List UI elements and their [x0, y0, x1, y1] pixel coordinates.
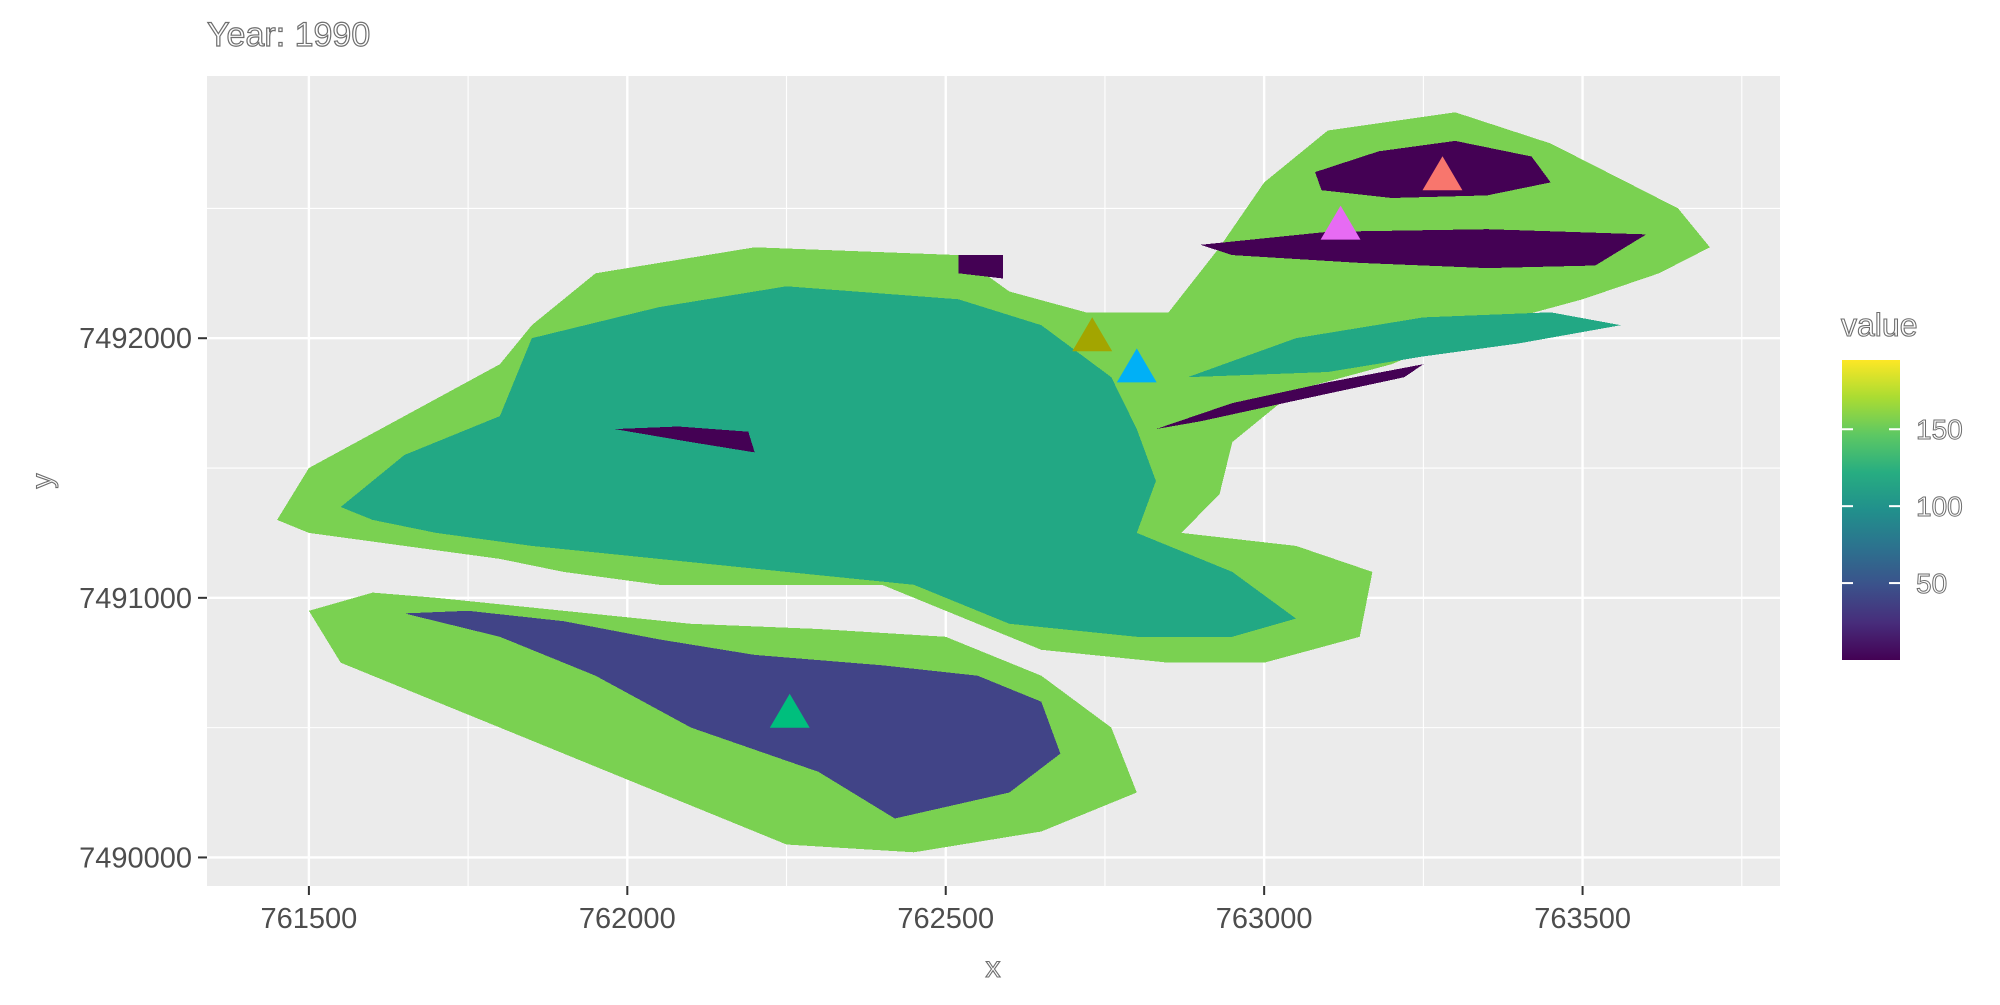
point-marker-4	[769, 693, 810, 728]
x-tick-label: 762500	[897, 903, 994, 935]
y-tick-label: 7492000	[79, 323, 192, 355]
chart-title: Year: 1990	[207, 16, 370, 54]
raster-region-9	[958, 255, 1004, 279]
raster-region-2	[340, 286, 1296, 637]
raster-regions	[277, 112, 1710, 853]
point-markers	[769, 156, 1463, 728]
y-tick-label: 7490000	[79, 842, 192, 874]
x-tick-label: 762000	[579, 903, 676, 935]
x-tick-label: 761500	[261, 903, 358, 935]
y-axis: 7490000 7491000 7492000	[79, 323, 207, 874]
x-tick-label: 763000	[1216, 903, 1313, 935]
raster-region-7	[1155, 364, 1424, 430]
point-marker-0	[1422, 156, 1463, 191]
point-marker-3	[1116, 348, 1157, 383]
x-axis: 761500 762000 762500 763000 763500	[261, 886, 1631, 935]
x-tick-label: 763500	[1534, 903, 1631, 935]
y-axis-label: y	[26, 474, 59, 489]
raster-region-3	[1187, 312, 1621, 378]
legend-tick-label: 50	[1916, 568, 1947, 599]
legend-ticks: 50 100 150	[1842, 414, 1963, 600]
raster-region-5	[1315, 140, 1551, 198]
raster-region-4	[404, 610, 1061, 819]
color-legend: value 50 100 150	[1840, 306, 1963, 660]
y-tick-label: 7491000	[79, 583, 192, 615]
point-marker-1	[1320, 205, 1361, 240]
raster-region-8	[614, 426, 755, 453]
legend-colorbar	[1842, 360, 1900, 660]
legend-tick-label: 150	[1916, 414, 1963, 445]
x-axis-label: x	[986, 951, 1001, 984]
raster-region-6	[1200, 229, 1647, 269]
legend-tick-label: 100	[1916, 491, 1963, 522]
point-marker-2	[1072, 317, 1113, 352]
legend-title: value	[1841, 307, 1918, 343]
